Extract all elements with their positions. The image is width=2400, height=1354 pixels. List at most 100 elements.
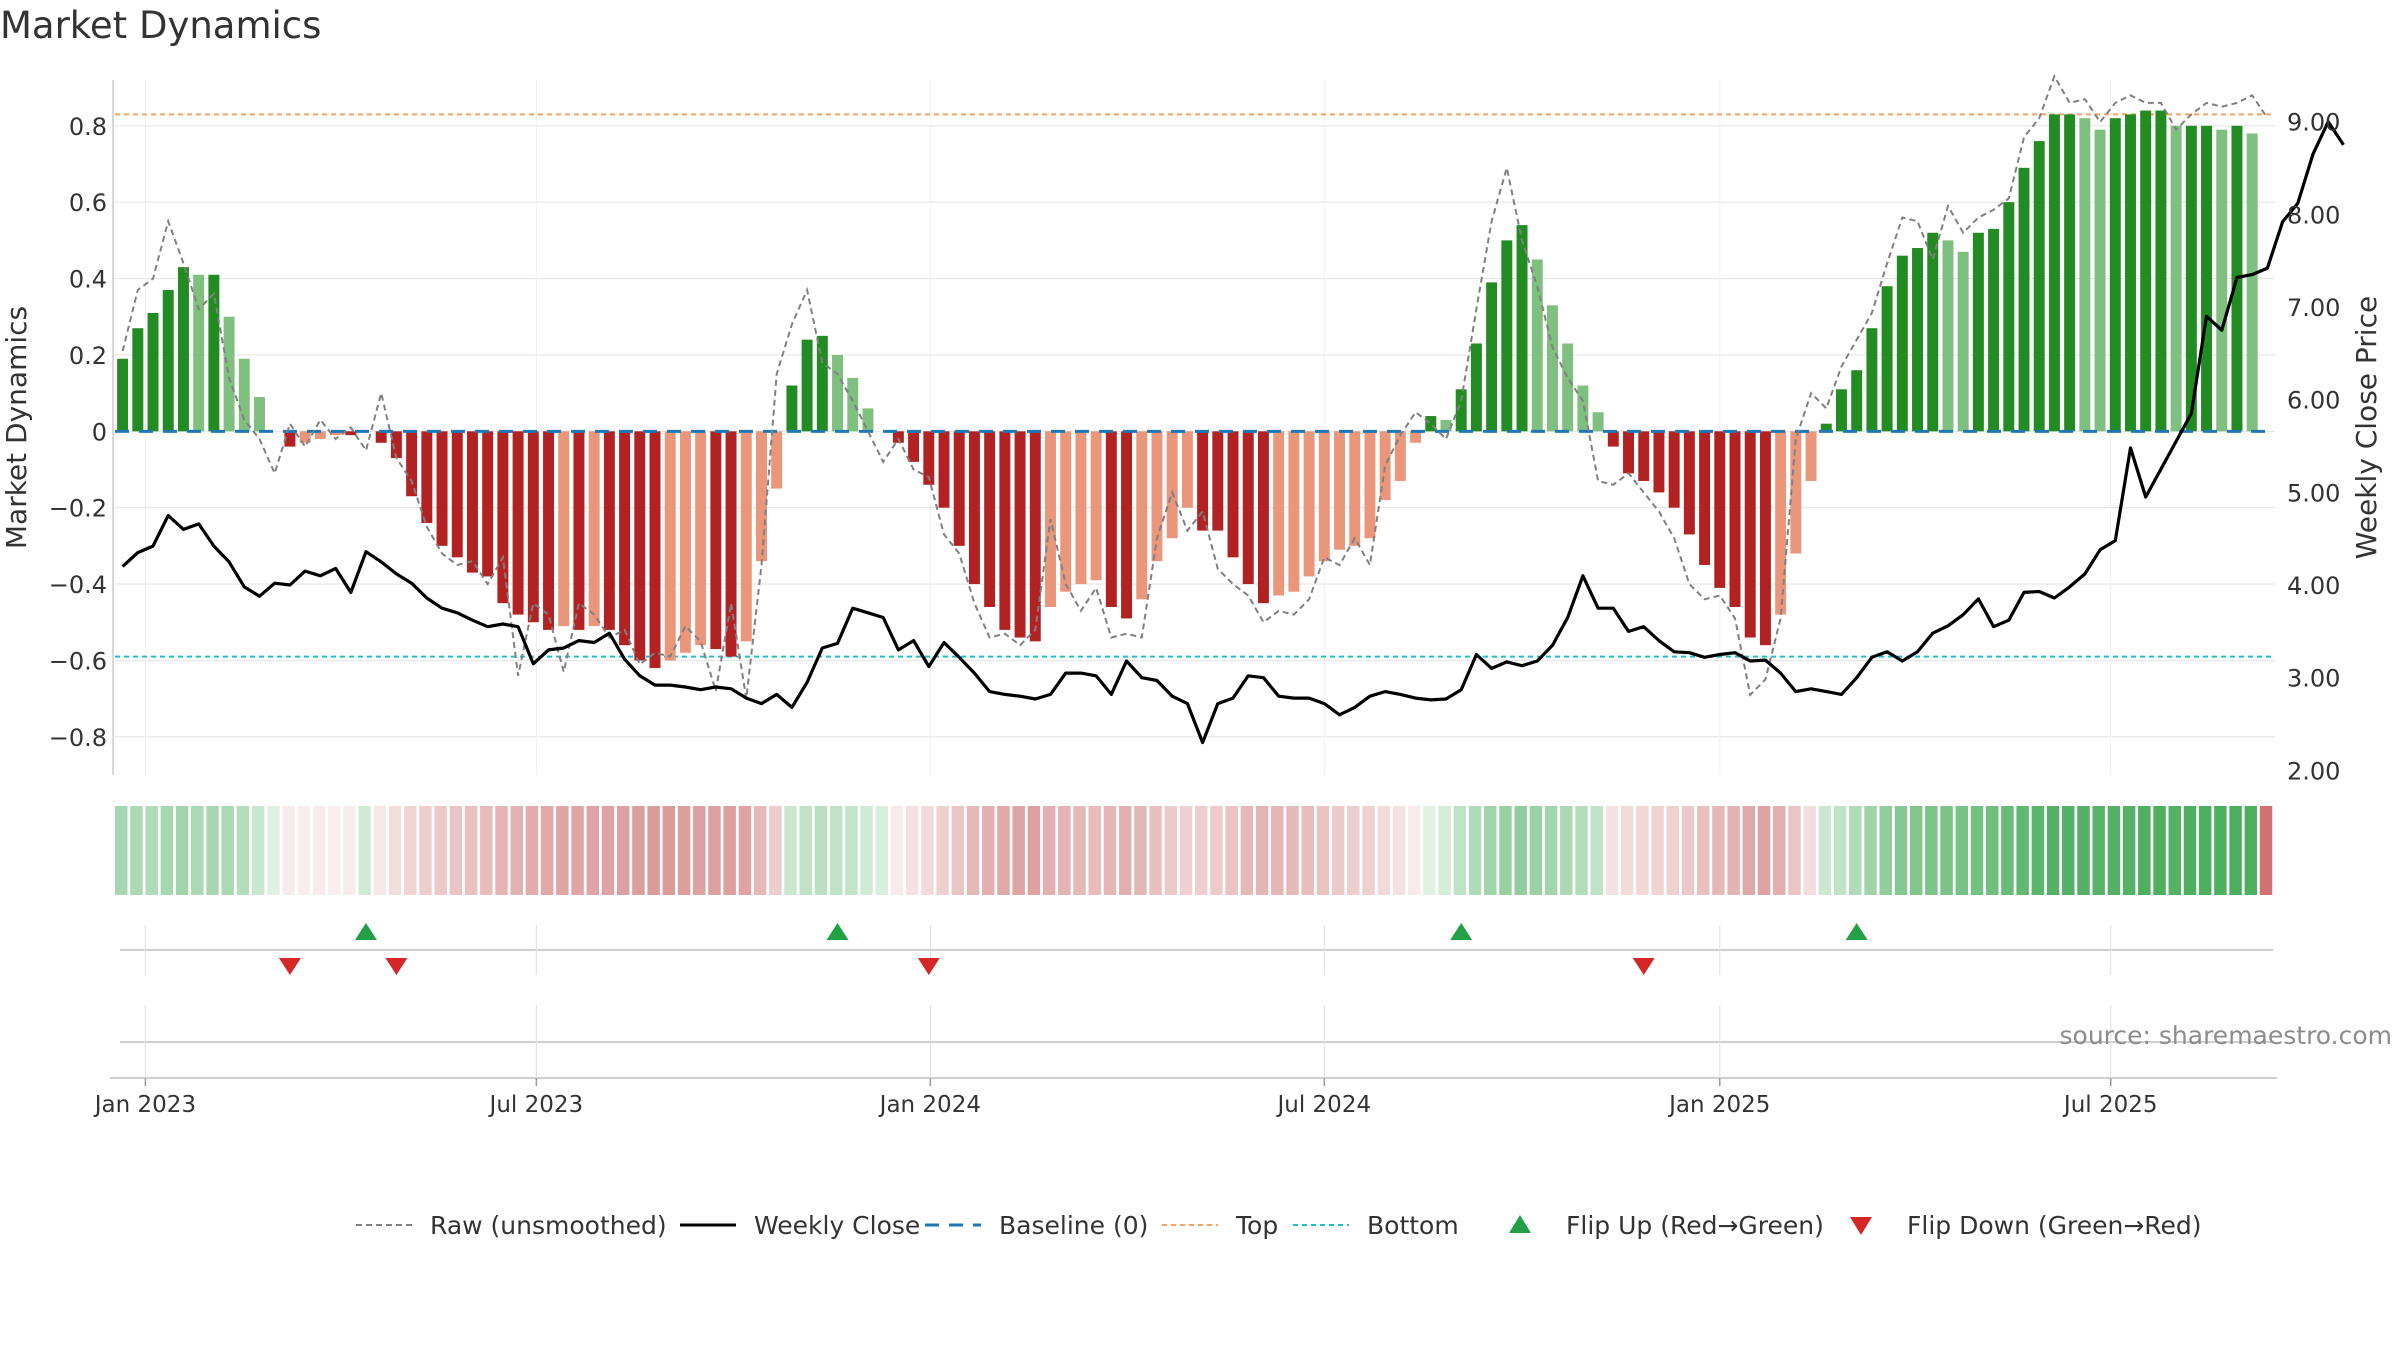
heatmap-cell <box>1468 806 1482 895</box>
dynamics-bar <box>862 408 874 432</box>
heatmap-cell <box>1271 806 1284 895</box>
heatmap-cell <box>1727 806 1740 895</box>
heatmap-cell <box>495 806 508 895</box>
heatmap-cell <box>312 806 326 895</box>
dynamics-bar <box>466 431 478 573</box>
heatmap-cell <box>343 806 356 895</box>
heatmap-cell <box>434 806 447 895</box>
dynamics-bar <box>1866 328 1878 432</box>
heatmap-cell <box>723 806 736 895</box>
dynamics-bar <box>375 431 387 443</box>
dynamics-bar <box>1181 431 1193 508</box>
dynamics-bar <box>1029 431 1041 642</box>
heatmap-cell <box>358 806 371 895</box>
dynamics-bar <box>710 431 722 649</box>
source-label: source: sharemaestro.com <box>2060 1021 2393 1050</box>
heatmap-cell <box>708 806 721 895</box>
x-axis: Jan 2023 Jul 2023 Jan 2024 Jul 2024 Jan 2025… <box>93 1078 2158 1118</box>
x-tick-label: Jul 2024 <box>1275 1092 1371 1118</box>
dynamics-bar <box>1075 431 1087 585</box>
dynamics-bar <box>1592 412 1604 432</box>
heatmap-cell <box>936 806 949 895</box>
dynamics-bar <box>619 431 631 646</box>
heatmap-cell <box>327 806 341 895</box>
x-tick-label: Jan 2025 <box>1667 1092 1770 1118</box>
heatmap-cell <box>799 806 812 895</box>
dynamics-bar <box>771 431 783 489</box>
heatmap-cell <box>2046 806 2060 895</box>
dynamics-bar <box>816 335 828 432</box>
dynamics-bar <box>1349 431 1361 546</box>
legend-label: Bottom <box>1367 1211 1459 1240</box>
dynamics-bar <box>2246 133 2258 432</box>
dynamics-bar <box>1288 431 1300 592</box>
dynamics-bar <box>284 431 296 447</box>
right-y-tick-label: 9.00 <box>2287 109 2340 137</box>
heatmap-cell <box>251 806 265 895</box>
heatmap-cell <box>1149 806 1162 895</box>
legend-label: Baseline (0) <box>999 1211 1148 1240</box>
dynamics-bar <box>2170 125 2182 432</box>
heatmap-cell <box>115 806 128 895</box>
heatmap-cell <box>814 806 828 895</box>
heatmap-cell <box>829 806 843 895</box>
legend: Raw (unsmoothed) Weekly Close Baseline (0)… <box>356 1211 2202 1240</box>
heatmap-cell <box>2016 806 2029 895</box>
dynamics-bar <box>345 431 357 436</box>
heatmap-cell <box>1773 806 1786 895</box>
heatmap-cell <box>464 806 478 895</box>
dynamics-bar <box>1729 431 1741 607</box>
dynamics-bar <box>2048 114 2060 432</box>
flip-up-marker <box>1845 923 1868 940</box>
heatmap-cell <box>860 806 873 895</box>
heatmap-cell <box>525 806 539 895</box>
heatmap-strip <box>115 806 2273 895</box>
dynamics-bars <box>117 110 2258 669</box>
heatmap-cell <box>845 806 858 895</box>
heatmap-cell <box>1195 806 1208 895</box>
left-y-tick-label: −0.2 <box>49 495 107 523</box>
heatmap-cell <box>160 806 174 895</box>
x-tick-label: Jul 2025 <box>2062 1092 2158 1118</box>
heatmap-cell <box>1164 806 1178 895</box>
heatmap-cell <box>1894 806 1908 895</box>
dynamics-bar <box>436 431 448 546</box>
heatmap-cell <box>2244 806 2258 895</box>
heatmap-cell <box>1560 806 1573 895</box>
heatmap-cell <box>601 806 615 895</box>
dynamics-bar <box>1136 431 1148 600</box>
dynamics-bar <box>1805 431 1817 481</box>
heatmap-cell <box>571 806 584 895</box>
dynamics-bar <box>908 431 920 462</box>
dynamics-bar <box>1820 423 1832 432</box>
heatmap-cell <box>966 806 980 895</box>
heatmap-cell <box>2153 806 2166 895</box>
heatmap-cell <box>2062 806 2075 895</box>
left-y-axis: −0.8 −0.6 −0.4 −0.2 0 0.2 0.4 0.6 0.8 Market Dyna… <box>0 80 114 775</box>
dynamics-bar <box>2185 125 2197 432</box>
left-y-tick-label: −0.8 <box>49 724 107 752</box>
heatmap-cell <box>875 806 889 895</box>
heatmap-cell <box>2107 806 2121 895</box>
heatmap-cell <box>2138 806 2151 895</box>
legend-label: Flip Down (Green→Red) <box>1907 1211 2202 1240</box>
heatmap-cell <box>905 806 919 895</box>
heatmap-cell <box>2031 806 2045 895</box>
dynamics-bar <box>1790 431 1802 554</box>
dynamics-bar <box>1501 240 1513 432</box>
dynamics-bar <box>1090 431 1102 581</box>
heatmap-cell <box>1484 806 1497 895</box>
dynamics-bar <box>1531 259 1543 432</box>
heatmap-cell <box>1681 806 1695 895</box>
dynamics-bar <box>1714 431 1726 588</box>
heatmap-cell <box>1210 806 1223 895</box>
heatmap-cell <box>921 806 934 895</box>
dynamics-bar <box>208 274 220 432</box>
dynamics-bar <box>2140 110 2152 432</box>
heatmap-cell <box>1940 806 1953 895</box>
left-y-tick-label: 0.8 <box>69 113 107 141</box>
heatmap-cell <box>419 806 432 895</box>
dynamics-bar <box>132 328 144 432</box>
flip-down-marker <box>917 958 940 975</box>
dynamics-bar <box>254 396 265 432</box>
